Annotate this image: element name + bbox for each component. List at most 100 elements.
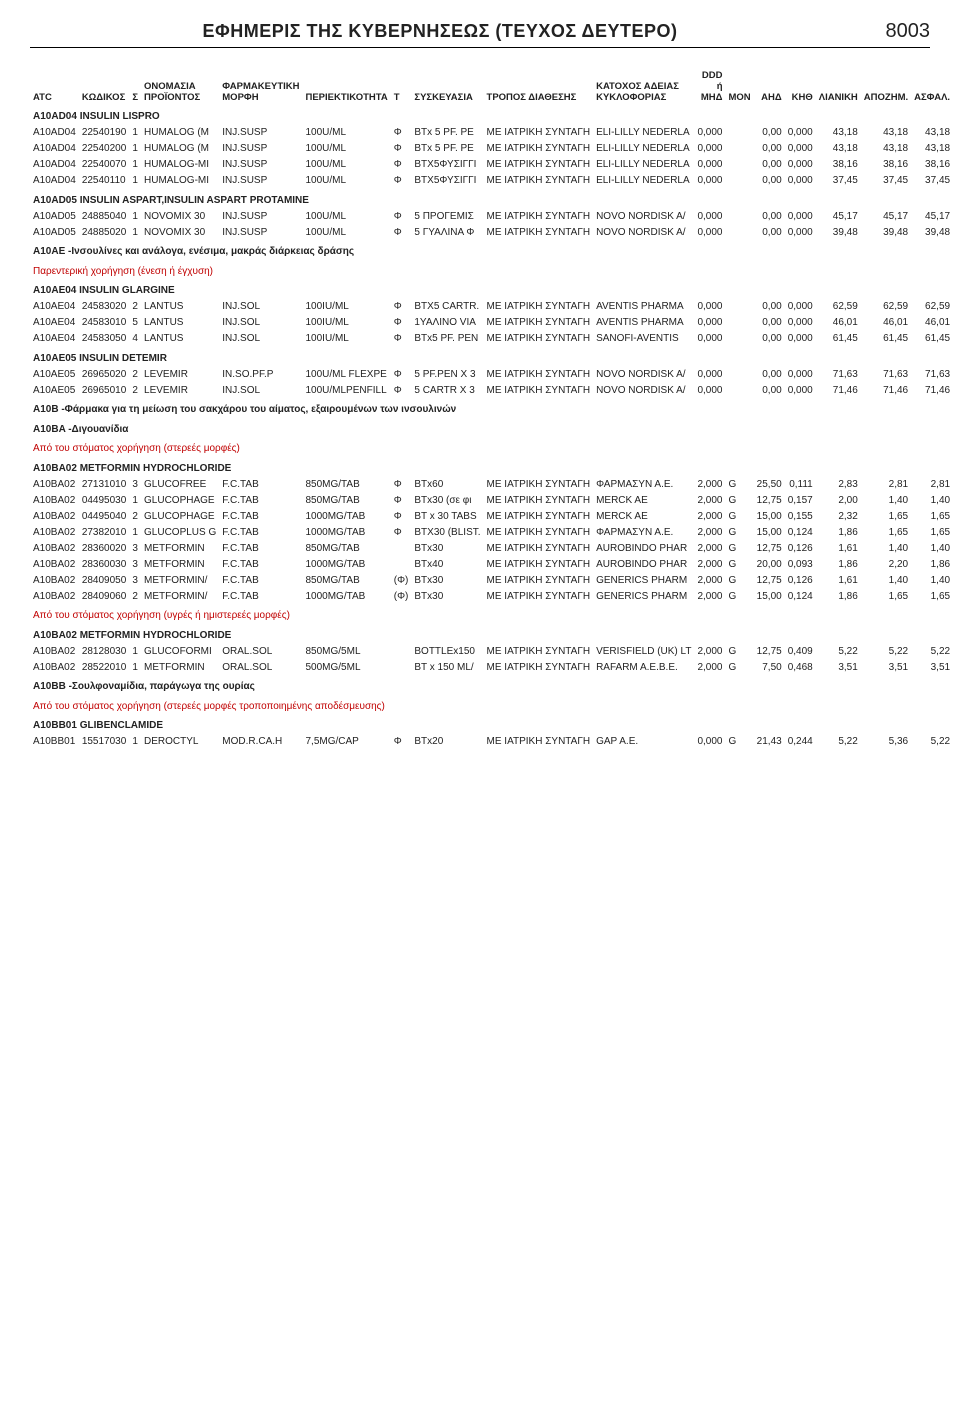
- cell: 850MG/TAB: [302, 540, 390, 556]
- col-header: ΤΡΟΠΟΣ ΔΙΑΘΕΣΗΣ: [484, 68, 594, 105]
- cell: 1,65: [861, 524, 911, 540]
- cell: 0,126: [785, 572, 816, 588]
- cell: MERCK AE: [593, 508, 694, 524]
- cell: 0,093: [785, 556, 816, 572]
- cell: A10AD04: [30, 173, 79, 189]
- cell: 61,45: [816, 331, 861, 347]
- cell: LANTUS: [141, 315, 219, 331]
- cell: 46,01: [861, 315, 911, 331]
- col-header: ΑΣΦΑΛ.: [911, 68, 953, 105]
- cell: 1000MG/TAB: [302, 508, 390, 524]
- cell: 100IU/ML: [302, 331, 390, 347]
- group-row: A10BA02 METFORMIN HYDROCHLORIDE: [30, 624, 953, 644]
- cell: 0,409: [785, 643, 816, 659]
- cell: 100U/ML: [302, 208, 390, 224]
- cell: 39,48: [911, 224, 953, 240]
- cell: ΜΕ ΙΑΤΡΙΚΗ ΣΥΝΤΑΓΗ: [484, 382, 594, 398]
- cell: G: [726, 588, 754, 604]
- cell: 100U/ML: [302, 141, 390, 157]
- cell: 4: [129, 331, 141, 347]
- cell: INJ.SUSP: [219, 157, 302, 173]
- group-label: Από του στόματος χορήγηση (υγρές ή ημιστ…: [30, 604, 953, 624]
- cell: 1: [129, 643, 141, 659]
- cell: GENERICS PHARM: [593, 588, 694, 604]
- cell: 850MG/TAB: [302, 476, 390, 492]
- cell: 1: [129, 659, 141, 675]
- cell: 100U/ML: [302, 224, 390, 240]
- cell: 15517030: [79, 734, 130, 750]
- group-label: A10AD04 INSULIN LISPRO: [30, 105, 953, 125]
- cell: 62,59: [861, 299, 911, 315]
- cell: 71,63: [911, 366, 953, 382]
- cell: 1,40: [861, 540, 911, 556]
- cell: GLUCOPHAGE: [141, 492, 219, 508]
- cell: 0,000: [694, 299, 725, 315]
- cell: ΜΕ ΙΑΤΡΙΚΗ ΣΥΝΤΑΓΗ: [484, 224, 594, 240]
- cell: Φ: [391, 492, 412, 508]
- group-row: A10BB -Σουλφοναμίδια, παράγωγα της ουρία…: [30, 675, 953, 695]
- cell: 1,40: [911, 540, 953, 556]
- cell: [726, 382, 754, 398]
- cell: 1,61: [816, 572, 861, 588]
- cell: BOTTLEx150: [411, 643, 483, 659]
- cell: A10BA02: [30, 588, 79, 604]
- table-row: A10AD04225401101HUMALOG-MIINJ.SUSP100U/M…: [30, 173, 953, 189]
- cell: 0,000: [785, 299, 816, 315]
- cell: 0,000: [785, 208, 816, 224]
- cell: 2,32: [816, 508, 861, 524]
- cell: ΜΕ ΙΑΤΡΙΚΗ ΣΥΝΤΑΓΗ: [484, 524, 594, 540]
- cell: 1,65: [861, 588, 911, 604]
- cell: 39,48: [816, 224, 861, 240]
- cell: ΜΕ ΙΑΤΡΙΚΗ ΣΥΝΤΑΓΗ: [484, 508, 594, 524]
- cell: 0,000: [785, 141, 816, 157]
- cell: G: [726, 659, 754, 675]
- cell: 24885040: [79, 208, 130, 224]
- cell: 0,111: [785, 476, 816, 492]
- cell: INJ.SUSP: [219, 125, 302, 141]
- cell: A10BA02: [30, 643, 79, 659]
- cell: Φ: [391, 125, 412, 141]
- cell: 0,000: [785, 331, 816, 347]
- cell: 100U/MLPENFILL: [302, 382, 390, 398]
- cell: 1: [129, 524, 141, 540]
- group-label: A10BB01 GLIBENCLAMIDE: [30, 714, 953, 734]
- cell: 28409060: [79, 588, 130, 604]
- cell: BTx60: [411, 476, 483, 492]
- cell: 1,65: [911, 508, 953, 524]
- cell: ELI-LILLY NEDERLA: [593, 125, 694, 141]
- cell: 0,00: [754, 173, 785, 189]
- cell: 2: [129, 588, 141, 604]
- cell: 1,86: [816, 524, 861, 540]
- cell: HUMALOG (M: [141, 125, 219, 141]
- cell: 38,16: [911, 157, 953, 173]
- cell: 0,00: [754, 224, 785, 240]
- cell: 0,00: [754, 382, 785, 398]
- cell: 37,45: [911, 173, 953, 189]
- cell: 1: [129, 125, 141, 141]
- cell: A10AD04: [30, 141, 79, 157]
- cell: 22540200: [79, 141, 130, 157]
- group-label: A10BA -Διγουανίδια: [30, 418, 953, 438]
- cell: 0,000: [785, 157, 816, 173]
- cell: 0,000: [785, 224, 816, 240]
- table-row: A10BA02285220101METFORMINORAL.SOL500MG/5…: [30, 659, 953, 675]
- cell: BT x 30 TABS: [411, 508, 483, 524]
- cell: F.C.TAB: [219, 588, 302, 604]
- group-label: A10B -Φάρμακα για τη μείωση του σακχάρου…: [30, 398, 953, 418]
- cell: BTX5 CARTR.: [411, 299, 483, 315]
- cell: [726, 299, 754, 315]
- cell: ΜΕ ΙΑΤΡΙΚΗ ΣΥΝΤΑΓΗ: [484, 643, 594, 659]
- cell: 12,75: [754, 540, 785, 556]
- cell: DEROCTYL: [141, 734, 219, 750]
- cell: BTx 5 PF. PE: [411, 125, 483, 141]
- cell: 45,17: [861, 208, 911, 224]
- cell: 37,45: [861, 173, 911, 189]
- cell: ELI-LILLY NEDERLA: [593, 157, 694, 173]
- cell: [391, 540, 412, 556]
- cell: ΜΕ ΙΑΤΡΙΚΗ ΣΥΝΤΑΓΗ: [484, 366, 594, 382]
- cell: 2,000: [694, 643, 725, 659]
- cell: GLUCOPHAGE: [141, 508, 219, 524]
- table-row: A10AD04225402001HUMALOG (MINJ.SUSP100U/M…: [30, 141, 953, 157]
- cell: INJ.SUSP: [219, 173, 302, 189]
- group-row: A10AE05 INSULIN DETEMIR: [30, 347, 953, 367]
